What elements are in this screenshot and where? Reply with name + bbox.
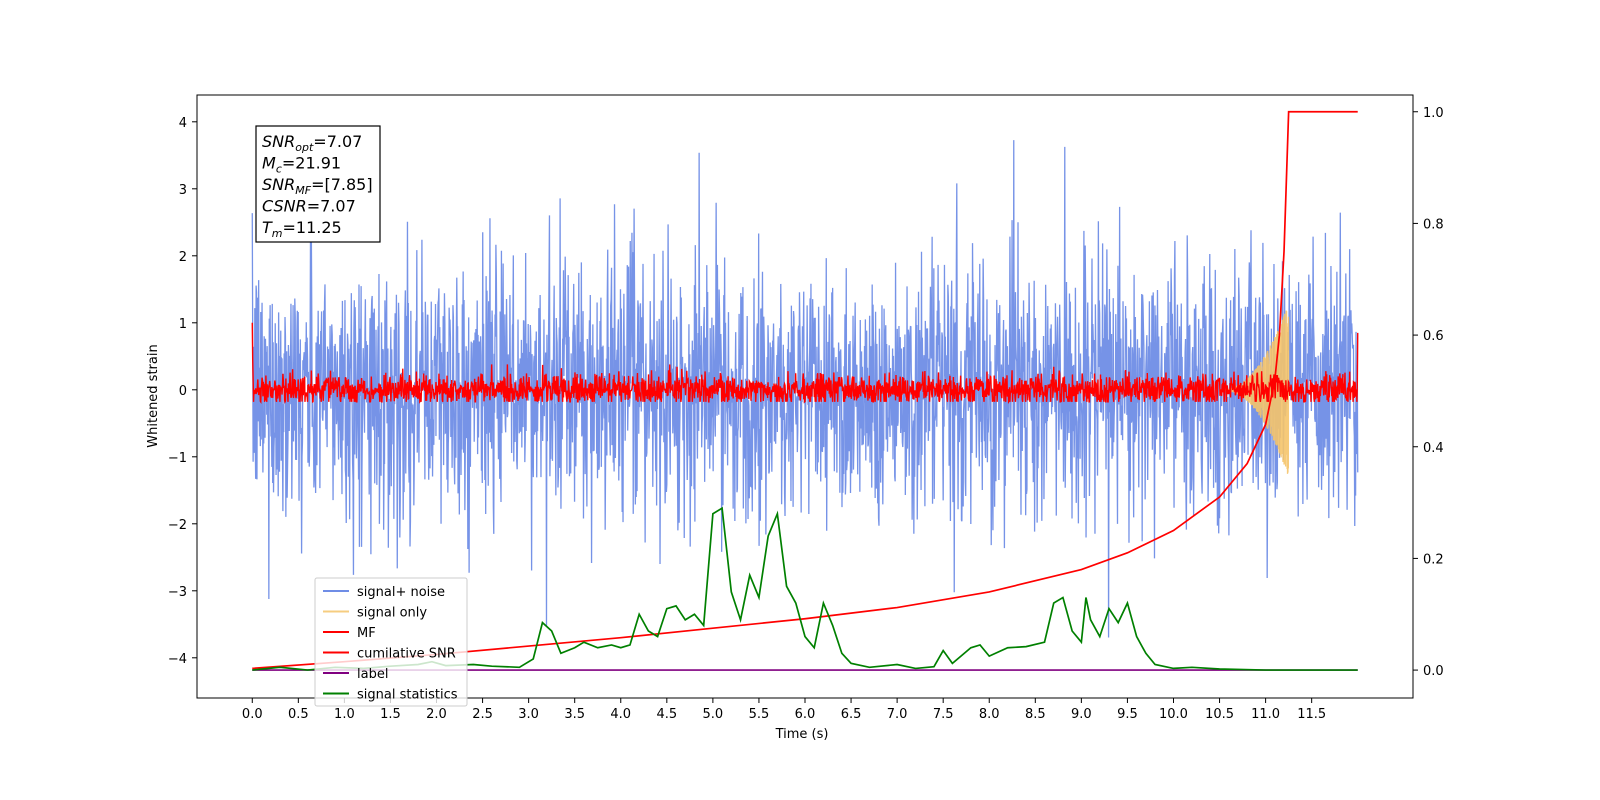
x-tick-label: 5.0 bbox=[703, 707, 724, 722]
annotation-value: =[7.85] bbox=[311, 175, 373, 194]
x-tick-label: 0.0 bbox=[242, 707, 263, 722]
annotation-line: Mc=21.91 bbox=[262, 154, 341, 176]
x-tick-label: 9.5 bbox=[1117, 707, 1138, 722]
legend-label: signal+ noise bbox=[357, 585, 445, 600]
x-tick-label: 11.5 bbox=[1297, 707, 1326, 722]
annotation-symbol: SNR bbox=[262, 132, 295, 151]
y-tick-label: 0 bbox=[179, 384, 187, 399]
x-tick-label: 8.0 bbox=[979, 707, 1000, 722]
y2-tick-label: 0.6 bbox=[1423, 329, 1444, 344]
y-tick-label: 4 bbox=[179, 116, 187, 131]
annotation-subscript: MF bbox=[295, 184, 311, 197]
annotation-frame bbox=[255, 125, 381, 243]
x-tick-label: 2.0 bbox=[426, 707, 447, 722]
annotation-line: SNRMF=[7.85] bbox=[262, 175, 373, 197]
series-line-mf bbox=[251, 322, 1359, 405]
x-tick-label: 2.5 bbox=[472, 707, 493, 722]
annotation-subscript: opt bbox=[295, 141, 314, 154]
y2-tick-label: 1.0 bbox=[1423, 106, 1444, 121]
x-tick-label: 9.0 bbox=[1071, 707, 1092, 722]
y2-tick-label: 0.4 bbox=[1423, 441, 1444, 456]
y-tick-label: −1 bbox=[168, 451, 187, 466]
legend: signal+ noise signal only MF cumilative SNR… bbox=[314, 577, 468, 707]
x-tick-label: 11.0 bbox=[1251, 707, 1280, 722]
annotation-subscript: m bbox=[272, 227, 283, 240]
series-line-cumilative-snr bbox=[252, 110, 1358, 670]
annotation-value: =7.07 bbox=[313, 132, 362, 151]
annotation-symbol: SNR bbox=[262, 175, 295, 194]
y-axis: −4 −3 −2 −1 0 1 2 3 4 bbox=[168, 116, 197, 667]
legend-label: MF bbox=[357, 626, 376, 641]
y-tick-label: 1 bbox=[179, 317, 187, 332]
x-tick-label: 4.5 bbox=[656, 707, 677, 722]
legend-label: cumilative SNR bbox=[357, 647, 456, 662]
x-tick-label: 7.5 bbox=[933, 707, 954, 722]
annotation-symbol: CSNR bbox=[262, 197, 307, 216]
x-tick-label: 7.0 bbox=[887, 707, 908, 722]
annotation-value: =21.91 bbox=[282, 154, 341, 173]
x-tick-label: 3.0 bbox=[518, 707, 539, 722]
x-tick-label: 8.5 bbox=[1025, 707, 1046, 722]
line-series-layer bbox=[251, 110, 1359, 671]
x-tick-label: 1.0 bbox=[334, 707, 355, 722]
annotation-line: Tm=11.25 bbox=[262, 218, 342, 240]
x-tick-label: 5.5 bbox=[749, 707, 770, 722]
y2-tick-label: 0.0 bbox=[1423, 664, 1444, 679]
y-axis-title: Whitened strain bbox=[146, 344, 161, 447]
y2-tick-label: 0.2 bbox=[1423, 552, 1444, 567]
x-tick-label: 10.0 bbox=[1159, 707, 1188, 722]
annotation-symbol: T bbox=[262, 218, 273, 237]
x-axis: 0.0 0.5 1.0 1.5 2.0 2.5 3.0 3.5 4.0 4.5 5.0 5.5 6.0 6… bbox=[242, 698, 1326, 722]
y2-tick-label: 0.8 bbox=[1423, 217, 1444, 232]
annotation-value: =7.07 bbox=[307, 197, 356, 216]
annotation-line: CSNR=7.07 bbox=[262, 197, 356, 216]
y-tick-label: 3 bbox=[179, 183, 187, 198]
annotation-value: =11.25 bbox=[283, 218, 342, 237]
x-tick-label: 1.5 bbox=[380, 707, 401, 722]
x-tick-label: 6.0 bbox=[795, 707, 816, 722]
x-tick-label: 0.5 bbox=[288, 707, 309, 722]
y-tick-label: 2 bbox=[179, 250, 187, 265]
x-tick-label: 3.5 bbox=[564, 707, 585, 722]
legend-label: signal statistics bbox=[357, 688, 458, 703]
y-tick-label: −3 bbox=[168, 585, 187, 600]
legend-label: label bbox=[357, 667, 388, 682]
annotation-symbol: M bbox=[262, 154, 276, 173]
x-tick-label: 6.5 bbox=[841, 707, 862, 722]
annotation-box: SNRopt=7.07Mc=21.91SNRMF=[7.85]CSNR=7.07… bbox=[255, 125, 381, 243]
x-tick-label: 4.0 bbox=[610, 707, 631, 722]
annotation-line: SNRopt=7.07 bbox=[262, 132, 362, 154]
y2-axis: 0.0 0.2 0.4 0.6 0.8 1.0 bbox=[1413, 106, 1444, 679]
y-tick-label: −4 bbox=[168, 652, 187, 667]
legend-label: signal only bbox=[357, 606, 427, 621]
x-tick-label: 10.5 bbox=[1205, 707, 1234, 722]
series-line-signal-statistics bbox=[252, 506, 1358, 671]
annotation-subscript: c bbox=[276, 163, 282, 176]
y-tick-label: −2 bbox=[168, 518, 187, 533]
legend-frame bbox=[314, 577, 468, 707]
x-axis-title: Time (s) bbox=[775, 727, 829, 742]
